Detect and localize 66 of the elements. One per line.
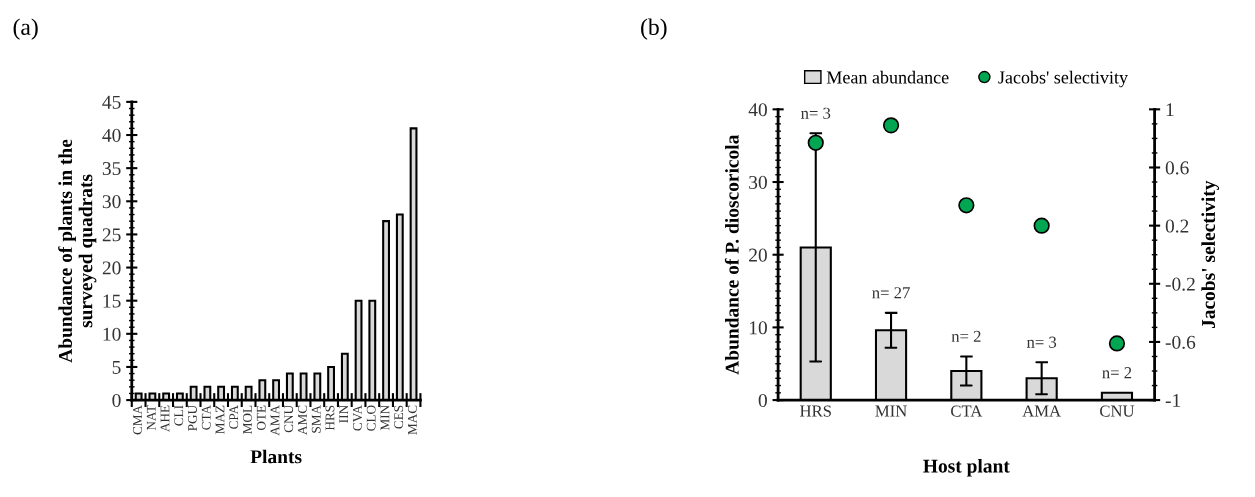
y-tick-label: 40 — [102, 128, 121, 142]
x-tick-label: MAZ — [215, 405, 225, 434]
y-tick-label: 10 — [103, 327, 121, 341]
x-tick-label: MIN — [875, 405, 907, 417]
legend-label: Mean abundance — [826, 70, 949, 84]
y-tick-label: 30 — [749, 175, 767, 189]
x-tick-label: CLI — [174, 405, 184, 426]
point — [882, 117, 900, 134]
x-tick-label: OTE — [256, 405, 266, 431]
x-axis-title: Plants — [250, 449, 302, 464]
x-tick-label: AMA — [270, 405, 280, 436]
y-tick-label: 40 — [748, 103, 767, 117]
x-tick-label: HRS — [325, 405, 335, 431]
y-tick-label: 0 — [112, 393, 121, 408]
y-tick-label: 25 — [102, 228, 121, 242]
x-tick-label: PGU — [188, 405, 197, 431]
x-tick-label: CTA — [201, 405, 211, 430]
x-tick-label: NAT — [146, 405, 156, 431]
annotation: n= 3 — [801, 107, 831, 119]
y-axis-title: Abundance of P. dioscoricola — [724, 134, 739, 375]
y2-tick-label: 0.6 — [1165, 161, 1189, 175]
x-tick-label: MIN — [380, 405, 390, 431]
annotation: n= 3 — [1026, 336, 1057, 348]
annotation: n= 27 — [872, 287, 910, 299]
y2-axis-title: Jacobs' selectivity — [1201, 180, 1220, 329]
x-tick-label: AMA — [1022, 405, 1061, 417]
x-tick-label: IIN — [339, 405, 348, 423]
y-tick-label: 10 — [749, 321, 767, 335]
y2-tick-label: -0.2 — [1165, 277, 1195, 291]
x-tick-label: MOL — [243, 405, 252, 434]
chart-title: (b) — [641, 18, 667, 40]
x-axis-title: Host plant — [923, 458, 1010, 477]
y-tick-label: 20 — [749, 248, 767, 262]
y-tick-label: 30 — [102, 195, 121, 209]
y-tick-label: 45 — [102, 95, 121, 109]
y-axis-title: Abundance of plants in the surveyed quadrats — [58, 139, 97, 363]
annotation: n= 2 — [1102, 367, 1132, 379]
y2-tick-label: 1 — [1166, 103, 1174, 117]
point — [807, 134, 824, 151]
x-tick-label: CVA — [353, 405, 362, 431]
x-tick-label: SMA — [311, 405, 321, 433]
y2-tick-label: -1 — [1165, 393, 1181, 407]
y2-tick-label: -0.6 — [1165, 335, 1196, 349]
point — [1033, 217, 1050, 234]
x-tick-label: AMC — [298, 405, 307, 435]
y-tick-label: 5 — [112, 360, 121, 374]
y-tick-label: 0 — [758, 393, 767, 408]
y-tick-label: 20 — [102, 261, 121, 275]
point — [1108, 335, 1126, 352]
point — [958, 197, 975, 214]
chart-title: (a) — [13, 18, 38, 40]
x-tick-label: AHE — [160, 405, 170, 432]
x-tick-label: MAC — [407, 405, 417, 435]
annotation: n= 2 — [951, 330, 981, 342]
x-tick-label: CMA — [133, 405, 142, 435]
legend-label: Jacobs' selectivity — [998, 70, 1128, 88]
x-tick-label: CTA — [951, 405, 983, 417]
x-tick-label: HRS — [800, 405, 831, 417]
x-tick-label: CLO — [366, 405, 376, 431]
y-tick-label: 35 — [102, 162, 121, 176]
y2-tick-label: 0.2 — [1165, 219, 1189, 233]
x-tick-label: CNU — [284, 405, 294, 433]
y-tick-label: 15 — [103, 294, 121, 308]
x-tick-label: CNU — [1100, 405, 1135, 417]
x-tick-label: CES — [394, 405, 404, 429]
x-tick-label: CPA — [229, 405, 239, 429]
